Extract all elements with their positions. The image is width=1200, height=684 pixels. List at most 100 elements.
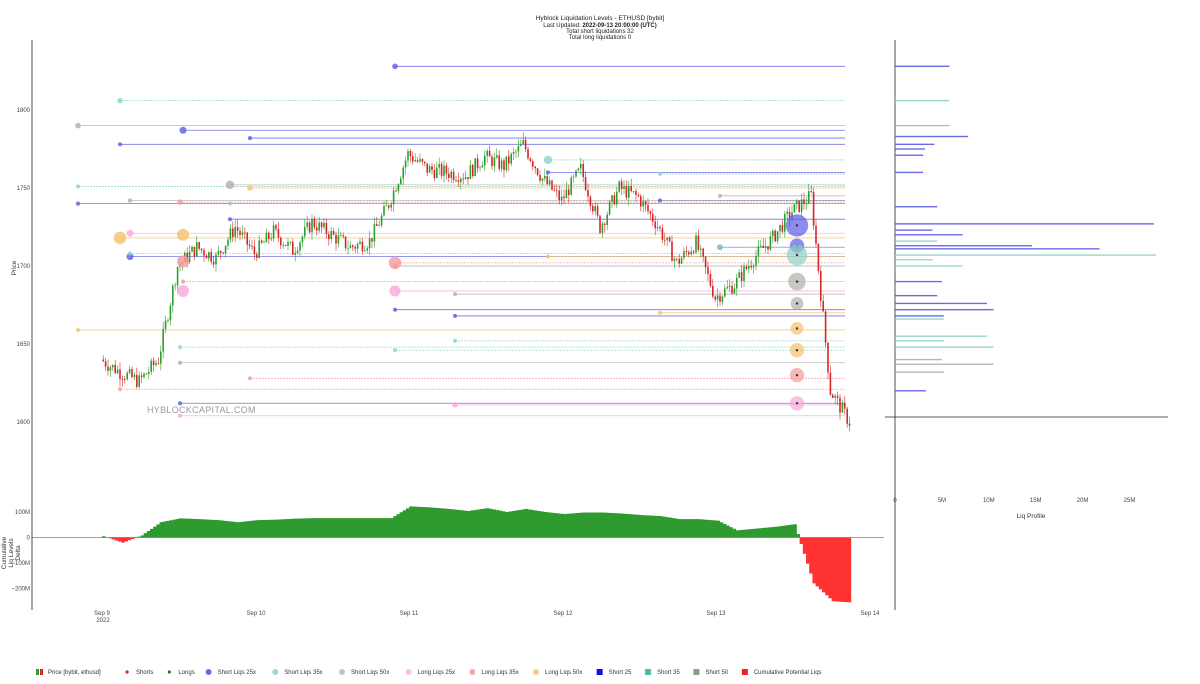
delta-bar (754, 528, 759, 538)
candle-body (558, 190, 560, 201)
candle-body (450, 171, 452, 178)
level-start-dot-2-6 (177, 360, 183, 365)
candle-body (109, 367, 112, 371)
delta-bar (742, 529, 746, 538)
delta-bar (265, 519, 269, 538)
candle (222, 252, 224, 255)
candle-body (282, 244, 284, 246)
level-start-dot-5-0 (247, 185, 253, 191)
delta-bar (655, 515, 660, 538)
delta-bar (812, 537, 816, 584)
candle-body (786, 211, 788, 214)
candle-body (133, 374, 136, 378)
candle (412, 151, 414, 165)
candle-body (162, 328, 164, 352)
delta-bar (236, 522, 240, 538)
candle (277, 221, 280, 243)
delta-bar (306, 518, 311, 538)
candle-body (397, 184, 400, 192)
candle-body (112, 364, 114, 368)
candle-body (289, 241, 292, 243)
candle (625, 180, 628, 200)
candle (539, 170, 541, 184)
candle (210, 248, 212, 265)
candle (450, 169, 452, 183)
candle (692, 249, 695, 255)
delta-bar (662, 516, 666, 538)
delta-bar (521, 509, 525, 538)
price-tick-labels: 1600 1650 1700 1750 1800 (17, 108, 31, 426)
candle-body (808, 191, 810, 204)
delta-axis-title-line-3: Delta (15, 545, 22, 561)
delta-bar (844, 537, 848, 603)
candle-body (469, 165, 472, 179)
delta-bar (348, 518, 352, 538)
candle (726, 279, 728, 290)
candle-body (690, 251, 692, 255)
candle-body (702, 248, 704, 257)
delta-bar (684, 519, 688, 538)
delta-bar (722, 523, 727, 538)
candle-body (704, 256, 707, 268)
candle (157, 357, 160, 365)
candle-body (800, 199, 803, 212)
profile-tick-0: 0 (893, 498, 897, 504)
candle (203, 247, 205, 262)
delta-tick-3: −200M (11, 587, 30, 593)
candle-body (565, 189, 568, 199)
candle-body (709, 273, 712, 286)
delta-bar (169, 520, 173, 538)
candle-body (448, 173, 450, 178)
delta-bar (601, 512, 605, 538)
early-long-bubble-2 (177, 284, 189, 297)
candle (174, 282, 176, 291)
level-start-dot-1-9 (177, 345, 183, 350)
candle (685, 245, 688, 257)
candle (208, 251, 210, 262)
cumulative-delta-bars (102, 506, 852, 603)
profile-bar-24 (895, 335, 987, 337)
candle-body (236, 227, 239, 231)
delta-bar (719, 522, 724, 538)
delta-bar (518, 509, 522, 538)
candle-body (498, 155, 500, 169)
profile-bar-27 (895, 358, 942, 361)
delta-tick-2: −100M (11, 561, 30, 567)
candle-body (635, 191, 637, 195)
candle-body (176, 266, 179, 286)
candle-body (738, 272, 740, 278)
delta-bar (108, 537, 112, 539)
candle (217, 245, 220, 257)
candle (328, 231, 330, 246)
profile-tick-2: 10M (983, 498, 995, 504)
delta-bar (399, 512, 404, 538)
candle-body (594, 206, 596, 212)
profile-bar-14 (895, 248, 1100, 250)
delta-bar (486, 508, 490, 538)
candle (644, 200, 647, 212)
candle (404, 156, 407, 175)
delta-bar (652, 515, 656, 538)
candle-body (757, 246, 760, 257)
delta-bar (726, 525, 730, 538)
candle (234, 219, 236, 243)
delta-bar (217, 520, 221, 538)
candle-body (301, 236, 304, 243)
delta-bar (444, 508, 448, 538)
legend-item-2: Longs (167, 670, 195, 676)
candle-body (599, 215, 601, 233)
delta-bar (374, 518, 378, 538)
liq-profile-axis-title: Liq Profile (1017, 513, 1046, 520)
delta-bar (249, 520, 253, 538)
delta-bar (297, 518, 301, 538)
legend-marker-circle (205, 669, 212, 675)
delta-bar (271, 519, 276, 538)
delta-bar (223, 520, 228, 538)
candle-body (546, 176, 548, 185)
candle-body (126, 372, 128, 380)
candle (671, 235, 673, 262)
delta-bar (540, 511, 544, 538)
delta-bar (351, 518, 356, 538)
candle-body (685, 251, 688, 253)
candle (836, 391, 839, 406)
